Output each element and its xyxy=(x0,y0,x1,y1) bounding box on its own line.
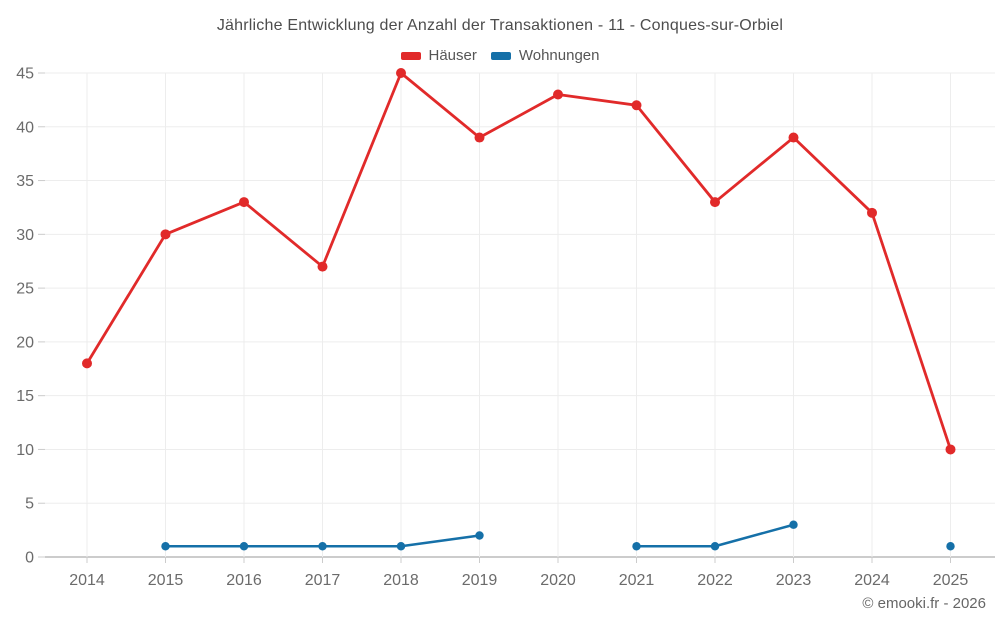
x-tick-label: 2023 xyxy=(776,572,812,589)
legend-label-wohnungen: Wohnungen xyxy=(518,47,600,64)
data-point xyxy=(788,132,799,143)
y-tick-label: 35 xyxy=(16,173,34,190)
data-point xyxy=(318,542,327,551)
x-tick-label: 2017 xyxy=(305,572,341,589)
data-point xyxy=(475,531,484,540)
x-tick-label: 2016 xyxy=(226,572,262,589)
data-point xyxy=(553,89,563,100)
data-point xyxy=(945,444,956,455)
data-point xyxy=(239,197,249,208)
series-häuser xyxy=(82,68,956,455)
x-tick-label: 2015 xyxy=(148,572,184,589)
data-point xyxy=(82,358,92,369)
y-tick-label: 25 xyxy=(16,281,34,298)
x-tick-label: 2024 xyxy=(854,572,890,589)
data-point xyxy=(789,520,798,529)
legend-item-haeuser[interactable]: Häuser xyxy=(400,47,477,64)
y-tick-label: 40 xyxy=(16,119,34,136)
series-wohnungen xyxy=(161,520,955,551)
y-tick-label: 10 xyxy=(16,442,34,459)
chart-legend: Häuser Wohnungen xyxy=(0,47,1000,64)
data-point xyxy=(631,100,642,111)
legend-swatch-wohnungen-icon xyxy=(490,51,511,60)
x-tick-label: 2025 xyxy=(933,572,969,589)
y-tick-label: 15 xyxy=(16,388,34,405)
data-point xyxy=(710,197,720,208)
data-point xyxy=(396,68,406,78)
y-tick-label: 30 xyxy=(16,227,34,244)
x-tick-label: 2014 xyxy=(69,572,105,589)
gridlines xyxy=(38,72,995,563)
x-tick-label: 2022 xyxy=(697,572,733,589)
data-point xyxy=(160,229,171,240)
legend-item-wohnungen[interactable]: Wohnungen xyxy=(490,47,600,64)
x-tick-label: 2020 xyxy=(540,572,576,589)
data-point xyxy=(161,542,170,551)
data-point xyxy=(867,207,877,218)
data-point xyxy=(710,542,720,551)
y-tick-label: 5 xyxy=(25,496,34,513)
data-point xyxy=(632,542,641,551)
legend-swatch-haeuser-icon xyxy=(400,51,421,60)
footer-credit-link[interactable]: © emooki.fr - 2026 xyxy=(862,595,986,612)
legend-label-haeuser: Häuser xyxy=(428,47,477,64)
data-point xyxy=(239,542,249,551)
y-tick-label: 45 xyxy=(16,66,34,83)
data-point xyxy=(396,542,406,551)
x-tick-label: 2018 xyxy=(383,572,419,589)
y-tick-label: 0 xyxy=(25,550,34,567)
data-point xyxy=(317,261,328,272)
data-point xyxy=(946,542,955,551)
y-tick-label: 20 xyxy=(16,334,34,351)
x-tick-label: 2021 xyxy=(619,572,655,589)
data-point xyxy=(474,132,485,143)
x-tick-label: 2019 xyxy=(462,572,498,589)
chart-title: Jährliche Entwicklung der Anzahl der Tra… xyxy=(216,17,784,34)
